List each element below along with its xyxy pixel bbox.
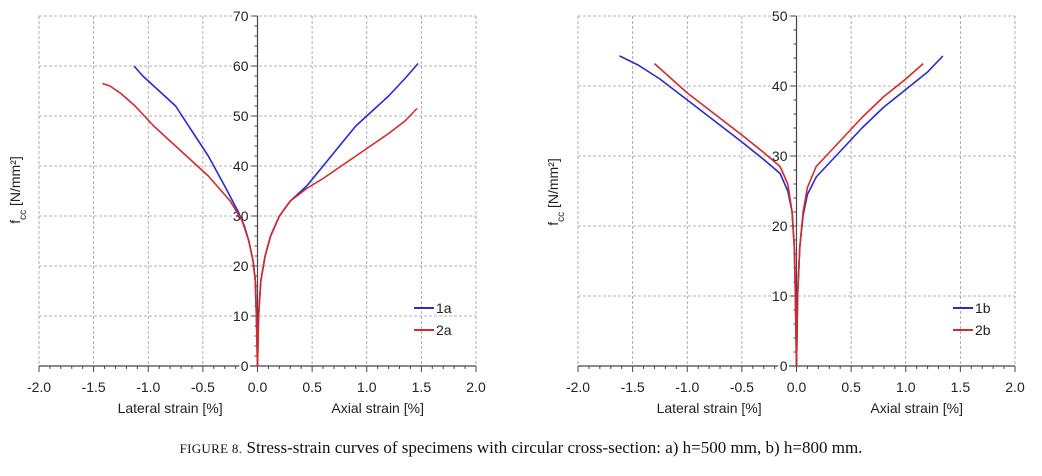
series-line-1b-lateral: [619, 55, 798, 367]
legend-label-2b: 2b: [975, 322, 991, 338]
x-tick-label: 0.5: [841, 379, 861, 395]
series-line-1b-axial: [795, 55, 944, 367]
x-axis-label-axial: Axial strain [%]: [331, 400, 424, 416]
x-tick-label: 1.5: [951, 379, 971, 395]
x-axis-label-lateral: Lateral strain [%]: [118, 400, 223, 416]
y-tick-label: 10: [772, 288, 788, 304]
y-tick-label: 40: [772, 78, 788, 94]
caption-label: FIGURE 8.: [179, 441, 243, 456]
y-tick-label: 20: [233, 258, 249, 274]
x-tick-label: -1.0: [136, 379, 160, 395]
y-axis-label: fcc [N/mm²]: [7, 156, 29, 224]
x-tick-label: 1.5: [412, 379, 432, 395]
x-tick-label: -2.0: [566, 379, 590, 395]
legend-label-1b: 1b: [975, 300, 991, 316]
x-tick-label: 0.0: [248, 379, 268, 395]
series-line-2a-lateral: [102, 82, 259, 367]
y-axis-label: fcc [N/mm²]: [545, 158, 567, 226]
x-tick-label: -2.0: [27, 379, 51, 395]
x-tick-label: -1.5: [82, 379, 106, 395]
figure-caption: FIGURE 8. Stress-strain curves of specim…: [0, 438, 1042, 458]
x-tick-label: -0.5: [730, 379, 754, 395]
chart-panel-a: -2.0 -1.5 -1.0 -0.5 0.0 0.5 1.0 1.5 2.0010203040…: [7, 6, 486, 416]
x-tick-label: 0.5: [302, 379, 322, 395]
chart-panel-b: -2.0 -1.5 -1.0 -0.5 0.0 0.5 1.0 1.5 2.0 0 10 20 30 40…: [545, 6, 1025, 416]
y-tick-label: 30: [772, 148, 788, 164]
x-tick-label: 2.0: [1005, 379, 1025, 395]
y-tick-label: 40: [233, 158, 249, 174]
y-tick-label: 50: [772, 8, 788, 24]
x-tick-label: -1.0: [675, 379, 699, 395]
y-tick-label: 10: [233, 308, 249, 324]
x-tick-label: 2.0: [466, 379, 486, 395]
x-tick-label: -0.5: [191, 379, 215, 395]
series-line-2a-axial: [256, 107, 418, 367]
caption-text: Stress-strain curves of specimens with c…: [242, 438, 863, 457]
legend-label-2a: 2a: [436, 322, 452, 338]
x-tick-label: -1.5: [621, 379, 645, 395]
x-tick-label: 1.0: [896, 379, 916, 395]
y-tick-label: 0: [780, 358, 788, 374]
series-line-2b-axial: [795, 63, 924, 367]
y-tick-label: 50: [233, 108, 249, 124]
y-tick-label: 0: [241, 358, 249, 374]
series-line-2b-lateral: [653, 63, 798, 367]
y-tick-label: 70: [233, 8, 249, 24]
x-axis-label-lateral: Lateral strain [%]: [657, 400, 762, 416]
x-tick-label: 1.0: [357, 379, 377, 395]
x-axis-label-axial: Axial strain [%]: [870, 400, 963, 416]
legend-label-1a: 1a: [436, 300, 452, 316]
y-tick-label: 60: [233, 58, 249, 74]
x-tick-label: 0.0: [787, 379, 807, 395]
series-line-1a-axial: [256, 62, 419, 367]
y-tick-label: 20: [772, 218, 788, 234]
